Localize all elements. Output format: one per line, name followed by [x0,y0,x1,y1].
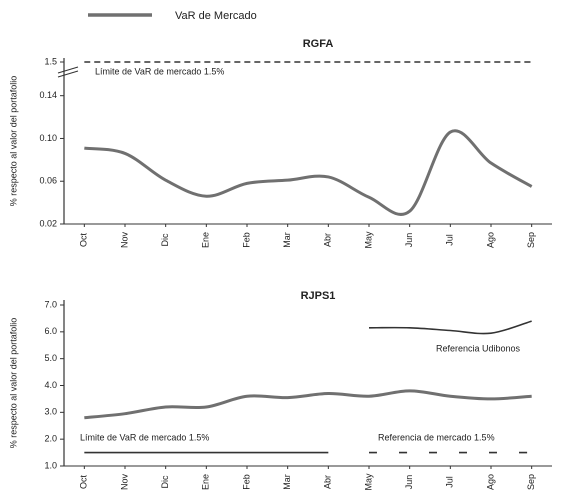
x-tick-label: Jul [445,476,455,488]
y-tick-label: 7.0 [44,299,57,309]
y-tick-label: 2.0 [44,434,57,444]
x-tick-label: Dic [160,475,170,488]
x-tick-label: May [363,473,373,491]
x-tick-label: Mar [282,474,292,490]
y-tick-label: 6.0 [44,326,57,336]
y-tick-label: 0.14 [39,90,57,100]
x-tick-label: Ago [485,232,495,248]
x-tick-label: Jul [445,234,455,246]
series-label: Referencia de mercado 1.5% [378,432,495,442]
y-tick-label: 0.02 [39,218,57,228]
x-tick-label: Ene [201,474,211,490]
legend-label: VaR de Mercado [175,10,257,22]
x-tick-label: May [363,231,373,249]
y-tick-label: 3.0 [44,407,57,417]
x-tick-label: Ago [485,474,495,490]
y-tick-label: 0.10 [39,133,57,143]
x-tick-label: Nov [119,474,129,491]
x-tick-label: Abr [323,475,333,489]
chart-title: RGFA [303,38,334,50]
chart-title: RJPS1 [301,290,336,302]
y-axis-label: % respecto al valor del portafolio [8,76,18,207]
x-tick-label: Jun [404,475,414,490]
x-tick-label: Dic [160,233,170,246]
series-line [84,389,532,420]
series-line [368,320,532,335]
y-tick-label: 4.0 [44,380,57,390]
series-line [84,129,533,216]
y-axis-label: % respecto al valor del portafolio [8,318,18,449]
x-tick-label: Oct [79,233,89,248]
axis-break [57,66,79,74]
x-tick-label: Jun [404,233,414,248]
x-tick-label: Mar [282,232,292,248]
x-tick-label: Sep [526,474,536,490]
series-label: Límite de VaR de mercado 1.5% [80,432,209,442]
axis-break [57,70,79,78]
x-tick-label: Feb [241,474,251,490]
x-tick-label: Abr [323,233,333,247]
x-tick-label: Oct [79,475,89,490]
series-label: Referencia Udibonos [436,343,521,353]
x-tick-label: Feb [241,232,251,248]
x-tick-label: Nov [119,232,129,249]
x-tick-label: Sep [526,232,536,248]
series-label: Límite de VaR de mercado 1.5% [95,66,224,76]
y-tick-label: 1.5 [44,56,57,66]
y-tick-label: 0.06 [39,176,57,186]
y-tick-label: 1.0 [44,460,57,470]
x-tick-label: Ene [201,232,211,248]
y-tick-label: 5.0 [44,353,57,363]
